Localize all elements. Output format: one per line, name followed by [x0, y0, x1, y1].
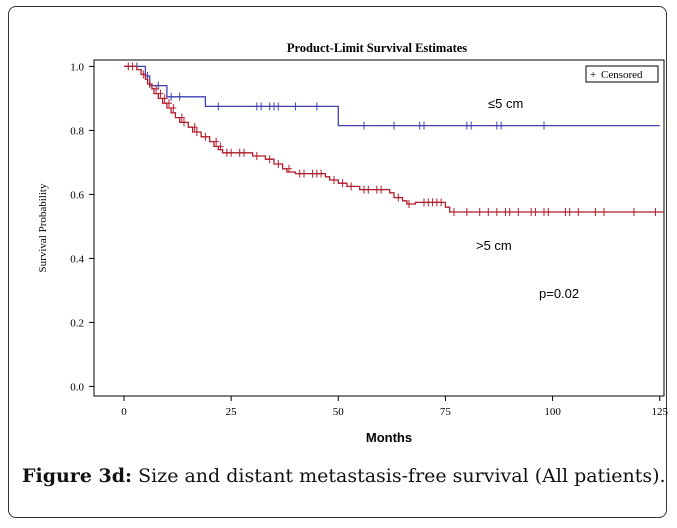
- x-tick-label: 125: [651, 406, 668, 418]
- censor-mark: [301, 169, 307, 178]
- censor-mark: [545, 208, 552, 216]
- censor-mark: [161, 94, 168, 103]
- censor-mark: [631, 208, 637, 216]
- x-tick-label: 75: [440, 406, 452, 418]
- censor-mark: [217, 142, 224, 151]
- censor-mark: [391, 121, 397, 130]
- censor-mark: [463, 208, 470, 216]
- annotation-p-value: p=0.02: [539, 286, 579, 301]
- annotation-small-tumor: ≤5 cm: [488, 96, 523, 111]
- series-small-tumor: [124, 62, 660, 130]
- censor-mark: [438, 198, 445, 207]
- censor-mark: [157, 89, 164, 98]
- censor-mark: [146, 80, 153, 88]
- caption-lead: Figure 3d:: [22, 465, 133, 487]
- censor-mark: [515, 208, 522, 216]
- censor-mark: [395, 193, 402, 202]
- censor-mark: [215, 102, 222, 111]
- censor-mark: [532, 208, 539, 216]
- x-axis: 0 25 50 75 100 125: [121, 396, 668, 418]
- y-tick-label: 0.0: [70, 381, 84, 393]
- censor-mark: [318, 169, 325, 178]
- y-tick-label: 0.2: [70, 317, 84, 329]
- censor-mark: [178, 113, 185, 122]
- censor-mark: [331, 176, 337, 184]
- censor-mark: [575, 208, 582, 216]
- censor-mark: [181, 118, 187, 127]
- censor-mark: [275, 160, 282, 168]
- annotation-large-tumor: >5 cm: [476, 238, 512, 253]
- censor-mark: [140, 70, 147, 79]
- x-tick-label: 25: [226, 406, 238, 418]
- figure-frame: [8, 6, 667, 518]
- censor-mark: [498, 121, 505, 130]
- censor-mark: [339, 179, 346, 188]
- censor-mark: [228, 148, 235, 157]
- censor-mark: [348, 182, 355, 191]
- censor-mark: [166, 99, 172, 108]
- censor-mark: [253, 152, 260, 160]
- censor-mark: [592, 208, 599, 216]
- censor-mark: [493, 208, 500, 216]
- y-tick-label: 0.4: [70, 253, 84, 265]
- censor-mark: [286, 164, 292, 173]
- censor-mark: [170, 104, 177, 112]
- censor-mark: [365, 185, 372, 194]
- x-tick-label: 100: [544, 406, 561, 418]
- series-large-tumor: [124, 62, 664, 216]
- x-axis-label: Months: [366, 430, 412, 445]
- censor-mark: [566, 208, 573, 216]
- censor-mark: [191, 123, 198, 132]
- y-tick-label: 0.8: [70, 125, 84, 137]
- censor-mark: [313, 102, 320, 111]
- censor-mark: [258, 102, 265, 111]
- survival-chart: Product-Limit Survival Estimates 0.00.20…: [37, 41, 668, 445]
- censor-mark: [266, 155, 273, 164]
- censor-mark: [153, 84, 160, 93]
- censor-mark: [485, 208, 492, 216]
- censor-mark: [601, 208, 607, 216]
- y-axis-label: Survival Probability: [37, 183, 49, 272]
- plot-area: [93, 59, 665, 397]
- y-axis: 0.0 0.2 0.4 0.6 0.8 1.0: [70, 61, 94, 393]
- series-layer: [124, 62, 664, 216]
- legend-censored-label: Censored: [601, 69, 643, 81]
- censor-mark: [202, 132, 209, 141]
- censor-mark: [241, 148, 247, 157]
- censor-mark: [378, 185, 385, 194]
- legend: + Censored: [585, 65, 659, 83]
- censor-mark: [421, 121, 427, 130]
- legend-box: [585, 65, 659, 83]
- censor-mark: [541, 121, 547, 130]
- y-tick-label: 0.6: [70, 189, 84, 201]
- censor-mark: [213, 137, 220, 146]
- censor-mark: [468, 121, 475, 130]
- x-tick-label: 50: [333, 406, 345, 418]
- censor-mark: [506, 208, 513, 216]
- censor-mark: [406, 200, 412, 208]
- y-tick-label: 1.0: [70, 61, 84, 73]
- censor-mark: [361, 121, 367, 130]
- censor-mark: [176, 92, 183, 101]
- x-tick-label: 0: [121, 406, 127, 418]
- survival-curve: [124, 65, 660, 127]
- censor-mark: [476, 208, 483, 216]
- survival-curve: [124, 65, 664, 213]
- chart-title: Product-Limit Survival Estimates: [287, 41, 467, 55]
- censor-mark: [451, 208, 457, 216]
- censor-mark: [129, 62, 136, 71]
- censor-mark: [292, 102, 299, 111]
- censor-mark: [275, 102, 282, 111]
- censor-mark: [193, 128, 200, 136]
- caption-text: Size and distant metastasis-free surviva…: [132, 465, 666, 487]
- censor-mark: [652, 208, 659, 216]
- figure-caption: Figure 3d: Size and distant metastasis-f…: [22, 465, 666, 487]
- legend-censored-symbol: +: [590, 69, 596, 81]
- censor-mark: [168, 92, 175, 101]
